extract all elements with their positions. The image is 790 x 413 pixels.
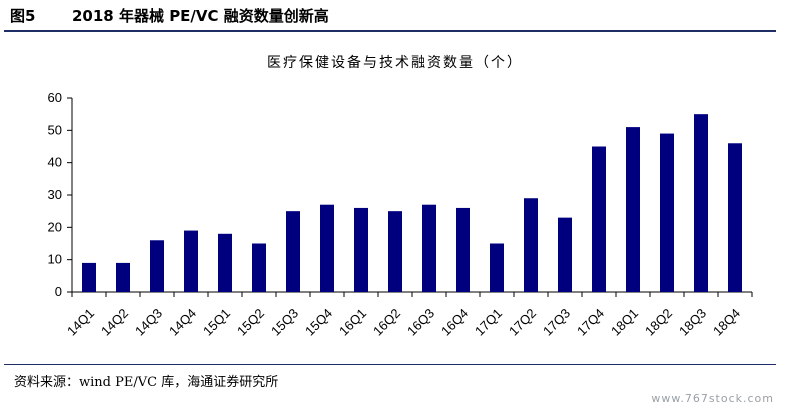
bar: [660, 133, 674, 292]
figure-header: 图5 2018 年器械 PE/VC 融资数量创新高: [4, 2, 776, 28]
x-tick-label: 14Q3: [132, 306, 165, 339]
x-tick-label: 17Q3: [540, 306, 573, 339]
bar: [286, 211, 300, 292]
x-tick-label: 16Q3: [404, 306, 437, 339]
header-rule: [4, 30, 776, 32]
x-tick-label: 18Q2: [642, 306, 675, 339]
x-tick-label: 15Q2: [234, 306, 267, 339]
x-tick-label: 14Q1: [64, 306, 97, 339]
y-tick-label: 10: [48, 252, 62, 267]
bar: [456, 207, 470, 292]
x-tick-label: 18Q4: [710, 306, 743, 339]
source-note: 资料来源：wind PE/VC 库，海通证券研究所: [14, 375, 279, 390]
y-tick-label: 30: [48, 187, 62, 202]
bar: [218, 233, 232, 292]
bar: [558, 217, 572, 292]
y-tick-label: 60: [48, 90, 62, 105]
bar: [728, 143, 742, 292]
y-tick-label: 20: [48, 219, 62, 234]
bar: [388, 211, 402, 292]
x-tick-label: 16Q2: [370, 306, 403, 339]
bar: [524, 198, 538, 292]
y-tick-label: 50: [48, 122, 62, 137]
x-tick-label: 14Q2: [98, 306, 131, 339]
bar: [150, 240, 164, 292]
chart-title: 医疗保健设备与技术融资数量（个）: [267, 55, 523, 71]
bar: [490, 243, 504, 292]
watermark: www.767stock.com: [651, 392, 774, 405]
bar: [694, 114, 708, 293]
x-tick-label: 18Q1: [608, 306, 641, 339]
x-tick-label: 15Q3: [268, 306, 301, 339]
x-tick-label: 14Q4: [166, 306, 199, 339]
bar: [116, 262, 130, 292]
y-tick-label: 40: [48, 155, 62, 170]
bar: [82, 262, 96, 292]
bar: [626, 127, 640, 292]
footer-rule: [4, 364, 776, 365]
bar: [320, 204, 334, 292]
figure-number: 图5: [10, 7, 36, 25]
y-tick-label: 0: [55, 284, 62, 299]
x-tick-label: 17Q4: [574, 306, 607, 339]
x-tick-label: 15Q1: [200, 306, 233, 339]
figure-title: 2018 年器械 PE/VC 融资数量创新高: [72, 7, 329, 25]
chart-area: 0 10 20 30 40 50 60 14Q1 14Q2 14Q3 14Q4 15Q1 15Q2 15Q…: [0, 40, 790, 360]
x-tick-label: 16Q4: [438, 306, 471, 339]
bar: [592, 146, 606, 292]
bar: [422, 204, 436, 292]
x-tick-label: 17Q2: [506, 306, 539, 339]
x-tick-label: 18Q3: [676, 306, 709, 339]
bar: [252, 243, 266, 292]
bar: [354, 207, 368, 292]
bar: [184, 230, 198, 292]
x-tick-label: 17Q1: [472, 306, 505, 339]
x-tick-label: 16Q1: [336, 306, 369, 339]
x-tick-label: 15Q4: [302, 306, 335, 339]
